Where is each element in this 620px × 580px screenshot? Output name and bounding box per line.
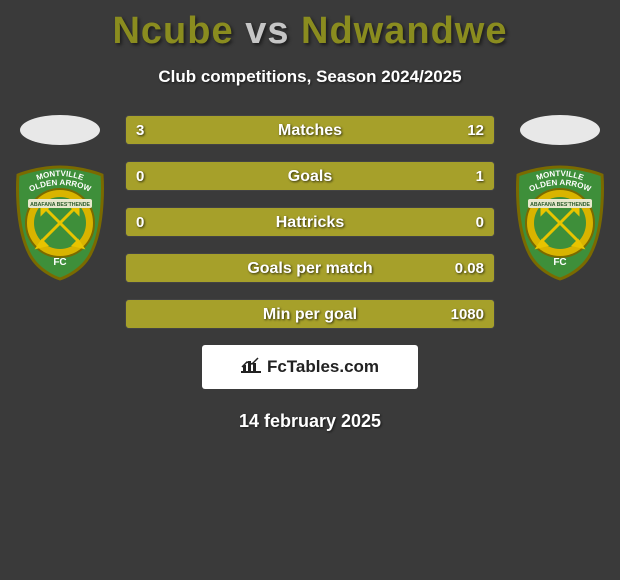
svg-text:FC: FC	[53, 257, 66, 268]
page-title: Ncube vs Ndwandwe	[0, 10, 620, 53]
brand-box[interactable]: FcTables.com	[202, 345, 418, 389]
svg-text:ABAFANA BES'THENDE: ABAFANA BES'THENDE	[30, 202, 90, 208]
stat-bar-goals-per-match: 0.08Goals per match	[125, 253, 495, 283]
brand-text: FcTables.com	[267, 357, 379, 377]
content-area: MONTVILLE OLDEN ARROW ABAFANA BES'THENDE…	[0, 115, 620, 432]
left-player-column: MONTVILLE OLDEN ARROW ABAFANA BES'THENDE…	[10, 115, 110, 281]
stat-label: Matches	[126, 116, 494, 145]
date-text: 14 february 2025	[0, 411, 620, 432]
svg-text:ABAFANA BES'THENDE: ABAFANA BES'THENDE	[530, 202, 590, 208]
title-right-name: Ndwandwe	[301, 10, 507, 52]
title-vs: vs	[245, 10, 289, 52]
left-player-photo-placeholder	[20, 115, 100, 145]
title-left-name: Ncube	[112, 10, 233, 52]
chart-icon	[241, 357, 261, 378]
stat-label: Hattricks	[126, 208, 494, 237]
right-club-badge: MONTVILLE OLDEN ARROW ABAFANA BES'THENDE…	[510, 165, 610, 281]
stat-bar-hattricks: 00Hattricks	[125, 207, 495, 237]
right-player-photo-placeholder	[520, 115, 600, 145]
stat-bar-min-per-goal: 1080Min per goal	[125, 299, 495, 329]
stat-bar-goals: 01Goals	[125, 161, 495, 191]
stat-label: Min per goal	[126, 300, 494, 329]
stat-bar-matches: 312Matches	[125, 115, 495, 145]
stat-label: Goals	[126, 162, 494, 191]
stat-label: Goals per match	[126, 254, 494, 283]
left-club-badge: MONTVILLE OLDEN ARROW ABAFANA BES'THENDE…	[10, 165, 110, 281]
infographic-root: Ncube vs Ndwandwe Club competitions, Sea…	[0, 0, 620, 442]
right-player-column: MONTVILLE OLDEN ARROW ABAFANA BES'THENDE…	[510, 115, 610, 281]
stat-rows: 312Matches 01Goals 00Hattricks 0.08Goals pe…	[125, 115, 495, 329]
svg-text:FC: FC	[553, 257, 566, 268]
subtitle: Club competitions, Season 2024/2025	[0, 67, 620, 87]
